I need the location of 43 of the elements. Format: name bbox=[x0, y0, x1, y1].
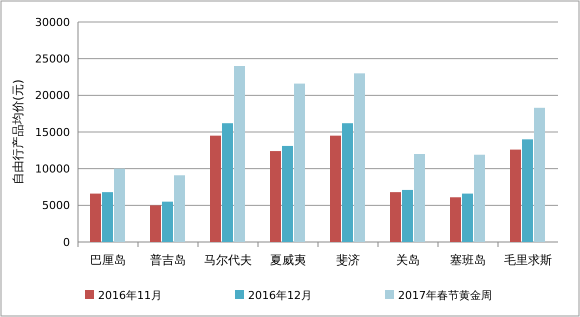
x-tick-label: 普吉岛 bbox=[150, 253, 186, 267]
bar bbox=[390, 192, 401, 242]
y-tick-label: 5000 bbox=[42, 199, 70, 212]
bar bbox=[162, 202, 173, 242]
bar bbox=[342, 123, 353, 242]
bar bbox=[450, 197, 461, 242]
bar bbox=[270, 151, 281, 242]
bar bbox=[354, 73, 365, 242]
bar bbox=[222, 123, 233, 242]
bar bbox=[330, 136, 341, 242]
legend-label: 2017年春节黄金周 bbox=[398, 288, 492, 302]
x-tick-label: 关岛 bbox=[396, 253, 420, 267]
bar bbox=[534, 108, 545, 242]
bar bbox=[474, 154, 485, 242]
bar bbox=[282, 146, 293, 242]
y-tick-label: 30000 bbox=[35, 16, 70, 29]
y-tick-label: 0 bbox=[63, 236, 70, 249]
bar bbox=[510, 150, 521, 242]
bar bbox=[210, 136, 221, 242]
bar bbox=[102, 192, 113, 242]
legend-label: 2016年12月 bbox=[248, 288, 312, 302]
bar bbox=[294, 84, 305, 242]
x-tick-label: 毛里求斯 bbox=[504, 253, 552, 267]
bar bbox=[150, 205, 161, 242]
y-tick-label: 10000 bbox=[35, 162, 70, 176]
x-tick-label: 夏威夷 bbox=[270, 253, 306, 267]
y-axis-title: 自由行产品均价(元) bbox=[11, 79, 25, 185]
y-tick-label: 25000 bbox=[35, 52, 70, 66]
x-tick-label: 斐济 bbox=[336, 253, 360, 267]
x-tick-label: 巴厘岛 bbox=[90, 253, 126, 267]
y-tick-label: 15000 bbox=[35, 126, 70, 139]
bar bbox=[174, 175, 185, 242]
x-tick-label: 马尔代夫 bbox=[204, 253, 252, 267]
bar bbox=[90, 194, 101, 242]
legend-label: 2016年11月 bbox=[98, 288, 162, 302]
y-tick-label: 20000 bbox=[35, 89, 70, 102]
x-tick-label: 塞班岛 bbox=[450, 253, 486, 267]
bar bbox=[462, 194, 473, 242]
bar bbox=[522, 139, 533, 242]
bar bbox=[402, 190, 413, 242]
bar bbox=[114, 168, 125, 242]
bar bbox=[234, 66, 245, 242]
bar bbox=[414, 154, 425, 242]
